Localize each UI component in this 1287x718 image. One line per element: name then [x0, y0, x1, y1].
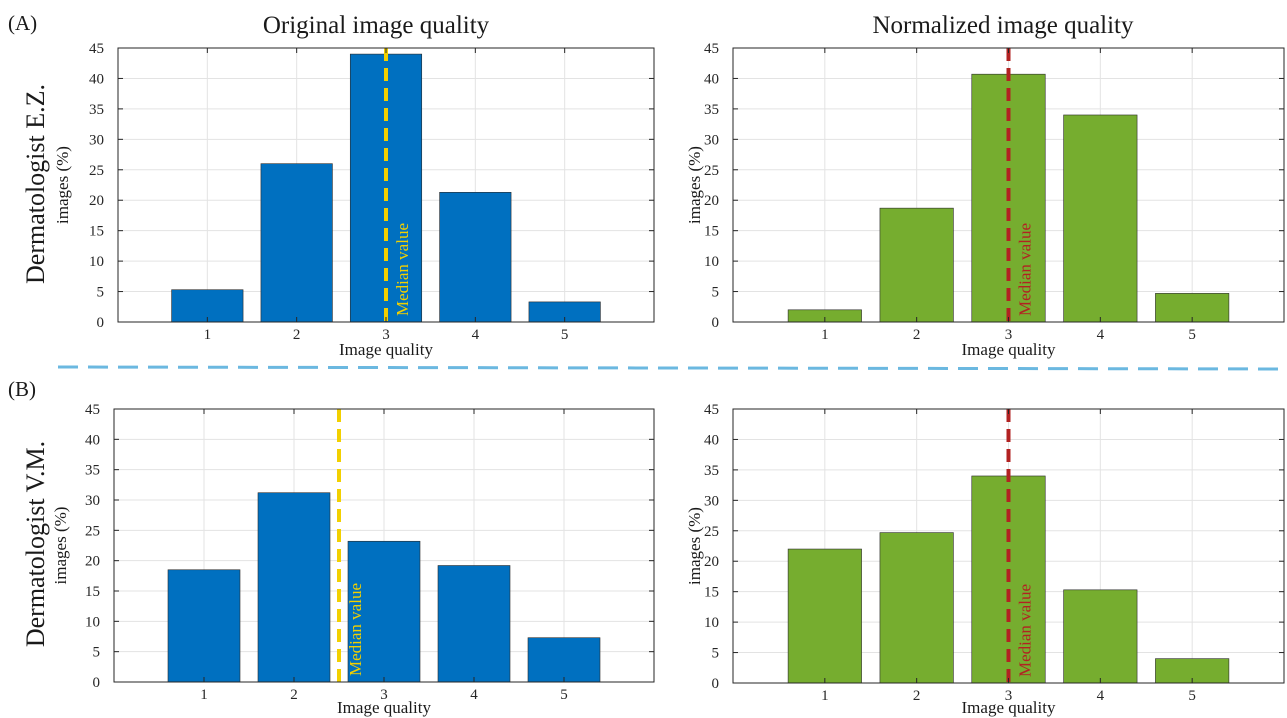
- row-title-vm: Dermatologist V.M.: [21, 441, 50, 647]
- y-tick-label: 35: [704, 463, 719, 479]
- y-tick-label: 25: [704, 163, 719, 179]
- x-tick-label: 4: [472, 327, 480, 343]
- y-tick-label: 15: [89, 224, 104, 240]
- y-tick-label: 25: [85, 523, 100, 539]
- bar-2: [257, 492, 331, 683]
- x-tick-label: 5: [1188, 688, 1196, 704]
- y-tick-label: 20: [85, 554, 100, 570]
- x-tick-label: 3: [382, 327, 390, 343]
- y-tick-label: 20: [89, 193, 104, 209]
- bar-3: [347, 540, 421, 683]
- y-tick-label: 30: [704, 493, 719, 509]
- y-tick-label: 0: [712, 315, 720, 331]
- column-title-original: Original image quality: [263, 12, 490, 39]
- x-axis-label: Image quality: [339, 340, 433, 359]
- y-tick-label: 5: [712, 285, 720, 301]
- x-tick-label: 1: [204, 327, 212, 343]
- column-title-normalized: Normalized image quality: [872, 12, 1134, 39]
- x-tick-label: 5: [561, 327, 569, 343]
- y-tick-label: 35: [89, 102, 104, 118]
- panel-label-b: (B): [8, 377, 36, 401]
- y-tick-label: 30: [85, 493, 100, 509]
- median-label: Median value: [393, 223, 412, 316]
- x-tick-label: 5: [1188, 327, 1196, 343]
- y-tick-label: 0: [93, 675, 101, 691]
- bar-1: [787, 548, 862, 684]
- y-tick-label: 10: [704, 615, 719, 631]
- x-tick-label: 4: [470, 687, 478, 703]
- bar-4: [439, 192, 512, 323]
- x-tick-label: 3: [1005, 688, 1013, 704]
- y-tick-label: 45: [704, 41, 719, 57]
- y-tick-label: 5: [712, 646, 720, 662]
- x-tick-label: 1: [821, 327, 829, 343]
- y-tick-label: 40: [704, 71, 719, 87]
- y-tick-label: 40: [85, 432, 100, 448]
- x-tick-label: 2: [913, 688, 921, 704]
- y-tick-label: 30: [704, 132, 719, 148]
- bar-4: [1063, 589, 1138, 684]
- bar-2: [879, 532, 954, 684]
- x-tick-label: 5: [560, 687, 568, 703]
- bar-4: [437, 565, 511, 683]
- y-axis-label: images (%): [685, 146, 704, 224]
- x-tick-label: 2: [293, 327, 301, 343]
- x-tick-label: 1: [200, 687, 208, 703]
- x-axis-label: Image quality: [962, 698, 1056, 717]
- y-axis-label: images (%): [51, 507, 70, 585]
- x-tick-label: 4: [1097, 327, 1105, 343]
- y-tick-label: 5: [97, 285, 105, 301]
- y-tick-label: 0: [97, 315, 105, 331]
- bar-2: [260, 163, 333, 323]
- y-tick-label: 20: [704, 554, 719, 570]
- y-tick-label: 0: [712, 676, 720, 692]
- bar-5: [527, 637, 601, 683]
- y-tick-label: 15: [85, 584, 100, 600]
- row-separator: [57, 365, 1287, 371]
- y-tick-label: 40: [89, 71, 104, 87]
- y-tick-label: 10: [85, 614, 100, 630]
- y-tick-label: 5: [93, 645, 101, 661]
- bar-2: [879, 207, 954, 323]
- y-axis-label: images (%): [685, 507, 704, 585]
- y-tick-label: 25: [89, 163, 104, 179]
- x-tick-label: 1: [821, 688, 829, 704]
- y-tick-label: 40: [704, 432, 719, 448]
- y-tick-label: 45: [89, 41, 104, 57]
- y-tick-label: 30: [89, 132, 104, 148]
- y-tick-label: 45: [85, 402, 100, 418]
- y-axis-label: images (%): [53, 146, 72, 224]
- median-label: Median value: [1016, 584, 1035, 677]
- x-axis-label: Image quality: [962, 340, 1056, 359]
- y-tick-label: 10: [704, 254, 719, 270]
- x-axis-label: Image quality: [337, 698, 431, 717]
- y-tick-label: 20: [704, 193, 719, 209]
- y-tick-label: 15: [704, 224, 719, 240]
- median-label: Median value: [346, 583, 365, 676]
- median-label: Median value: [1016, 223, 1035, 316]
- row-title-ez: Dermatologist E.Z.: [21, 84, 50, 284]
- bar-4: [1063, 114, 1138, 323]
- x-tick-label: 4: [1097, 688, 1105, 704]
- x-tick-label: 3: [1005, 327, 1013, 343]
- y-tick-label: 35: [85, 463, 100, 479]
- x-tick-label: 2: [913, 327, 921, 343]
- y-tick-label: 35: [704, 102, 719, 118]
- bar-1: [171, 289, 244, 323]
- y-tick-label: 10: [89, 254, 104, 270]
- panel-label-a: (A): [8, 11, 37, 35]
- x-tick-label: 2: [290, 687, 298, 703]
- y-tick-label: 25: [704, 524, 719, 540]
- x-tick-label: 3: [380, 687, 388, 703]
- y-tick-label: 15: [704, 585, 719, 601]
- y-tick-label: 45: [704, 402, 719, 418]
- bar-1: [167, 569, 241, 683]
